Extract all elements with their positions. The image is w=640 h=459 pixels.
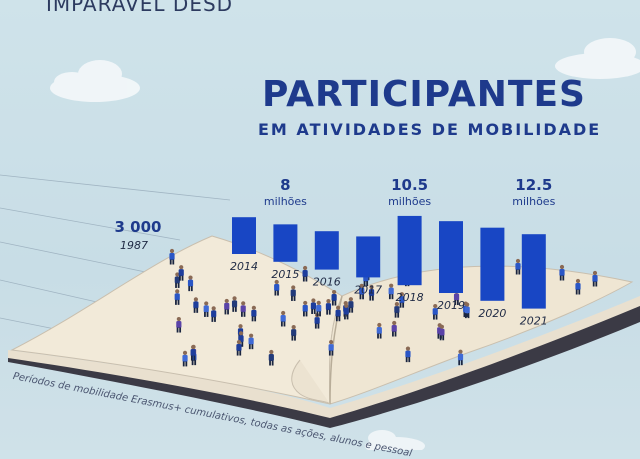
person-figure bbox=[274, 279, 280, 296]
person-figure bbox=[251, 305, 257, 322]
person-figure bbox=[236, 339, 242, 356]
person-figure bbox=[464, 302, 470, 319]
x-tick-2014: 2014 bbox=[230, 260, 258, 273]
people-crowd bbox=[169, 248, 598, 367]
person-figure bbox=[376, 322, 382, 339]
person-figure bbox=[368, 284, 375, 301]
person-figure bbox=[290, 285, 296, 301]
person-figure bbox=[325, 299, 332, 315]
person-figure bbox=[248, 333, 254, 350]
bg-line bbox=[0, 279, 111, 306]
book-curl bbox=[291, 359, 331, 405]
chart-subtitle: EM ATIVIDADES DE MOBILIDADE bbox=[258, 120, 602, 139]
person-figure bbox=[268, 349, 274, 366]
person-figure bbox=[193, 297, 199, 313]
person-figure bbox=[203, 301, 209, 317]
x-tick-2020: 2020 bbox=[478, 307, 506, 320]
x-tick-labels: 2014 2015 2016 2017 2018 2019 2020 2021 bbox=[230, 260, 548, 328]
x-tick-2018: 2018 bbox=[396, 291, 424, 304]
person-figure bbox=[280, 310, 286, 327]
bar-2014 bbox=[232, 217, 256, 254]
person-figure bbox=[231, 296, 238, 312]
bar-2016 bbox=[314, 231, 339, 270]
x-tick-2019: 2019 bbox=[437, 299, 465, 312]
person-figure bbox=[348, 297, 354, 313]
data-label-value-2015: 8 bbox=[280, 176, 290, 194]
bar-2020 bbox=[480, 227, 505, 301]
person-figure bbox=[559, 264, 565, 281]
person-figure bbox=[291, 324, 297, 341]
person-figure bbox=[405, 346, 411, 363]
data-label-unit-2018: milhões bbox=[388, 195, 431, 208]
person-figure bbox=[575, 278, 581, 295]
data-label-value-2021: 12.5 bbox=[515, 176, 552, 194]
person-figure bbox=[211, 306, 217, 322]
bg-line bbox=[0, 207, 181, 241]
x-tick-2015: 2015 bbox=[271, 268, 299, 281]
person-figure bbox=[592, 270, 598, 287]
person-figure bbox=[302, 265, 308, 282]
cloud-left bbox=[50, 60, 140, 102]
person-figure bbox=[310, 298, 317, 314]
person-figure bbox=[399, 292, 405, 308]
person-figure bbox=[190, 345, 196, 361]
person-figure bbox=[343, 303, 349, 320]
person-figure bbox=[335, 305, 341, 322]
chart-title: PARTICIPANTES bbox=[262, 74, 586, 115]
person-figure bbox=[169, 248, 175, 265]
x-tick-2017: 2017 bbox=[354, 283, 382, 296]
baseline-label: 3 000 1987 bbox=[115, 218, 162, 252]
person-figure bbox=[391, 320, 397, 337]
x-tick-2021: 2021 bbox=[520, 315, 548, 328]
person-figure bbox=[187, 275, 194, 292]
person-figure bbox=[432, 303, 438, 320]
person-figure bbox=[388, 283, 394, 300]
person-figure bbox=[394, 302, 400, 318]
bar-2015 bbox=[273, 224, 298, 262]
person-figure bbox=[457, 349, 464, 366]
person-figure bbox=[328, 339, 334, 356]
bars-group bbox=[232, 215, 546, 309]
book-cover bbox=[8, 300, 640, 428]
person-figure bbox=[515, 258, 521, 275]
person-figure bbox=[174, 272, 180, 288]
data-label-unit-2021: milhões bbox=[512, 195, 555, 208]
person-figure bbox=[224, 298, 230, 315]
person-figure bbox=[331, 289, 337, 306]
person-figure bbox=[240, 301, 246, 317]
person-figure bbox=[302, 300, 308, 317]
person-figure bbox=[316, 300, 322, 317]
cloud-bottom bbox=[365, 430, 425, 450]
bar-2017 bbox=[356, 236, 381, 278]
person-figure bbox=[178, 265, 184, 281]
person-figure bbox=[176, 316, 182, 333]
person-figure bbox=[182, 350, 188, 367]
bar-2019 bbox=[439, 221, 463, 293]
person-figure bbox=[359, 283, 365, 300]
baseline-value: 3 000 bbox=[115, 218, 162, 236]
background-lines bbox=[0, 174, 231, 331]
person-figure bbox=[439, 324, 445, 341]
bg-line bbox=[0, 317, 61, 331]
x-tick-2016: 2016 bbox=[313, 276, 341, 289]
person-figure bbox=[174, 289, 180, 305]
data-label-value-2018: 10.5 bbox=[391, 176, 428, 194]
bg-line bbox=[0, 174, 231, 201]
cloud-right bbox=[555, 38, 640, 79]
data-label-unit-2015: milhões bbox=[264, 195, 307, 208]
bar-2021 bbox=[521, 234, 546, 309]
bar-2018 bbox=[397, 215, 422, 286]
baseline-year: 1987 bbox=[120, 239, 148, 252]
top-partial-heading: IMPARÁVEL DESD bbox=[46, 0, 234, 16]
bg-line bbox=[0, 241, 161, 276]
